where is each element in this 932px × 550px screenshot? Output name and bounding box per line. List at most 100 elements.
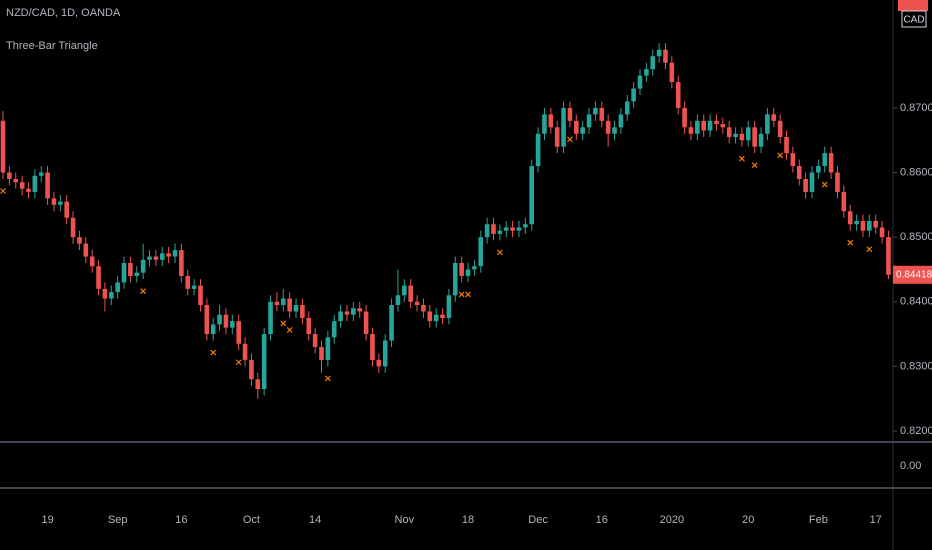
candle-body — [331, 321, 337, 338]
candle-body — [26, 188, 31, 192]
candle-body — [574, 120, 579, 134]
candle-body — [599, 107, 605, 121]
candle-body — [612, 127, 617, 134]
candle-body — [503, 227, 509, 231]
candle-body — [816, 166, 821, 173]
candle-body — [83, 243, 89, 257]
candle-body — [624, 101, 630, 115]
candle-body — [280, 298, 286, 306]
top-price-box — [898, 0, 928, 11]
candle-body — [886, 237, 891, 275]
candle-body — [414, 301, 420, 306]
candle-body — [236, 321, 241, 344]
candle-body — [172, 250, 178, 257]
candle-body — [675, 82, 681, 108]
candle-body — [714, 120, 719, 125]
candle-body — [363, 311, 369, 335]
candle-body — [548, 114, 554, 128]
candle-body — [198, 285, 203, 306]
candle-body — [159, 253, 165, 260]
signal-marker — [496, 249, 503, 256]
candle-body — [452, 263, 458, 296]
candle-body — [841, 191, 847, 212]
candle-body — [32, 175, 38, 192]
candle-body — [108, 292, 114, 299]
signal-marker — [140, 288, 147, 295]
candle-body — [421, 305, 426, 312]
candle-body — [338, 311, 343, 322]
candle-body — [535, 133, 541, 167]
candle-body — [70, 217, 76, 238]
x-tick-label: Sep — [108, 514, 128, 526]
candle-body — [491, 224, 496, 234]
candle-body — [433, 314, 439, 322]
candle-body — [644, 69, 649, 76]
candle-body — [758, 133, 764, 147]
candle-body — [828, 153, 834, 173]
candle-body — [771, 114, 777, 121]
currency-label: CAD — [903, 15, 924, 26]
candle-body — [835, 172, 840, 192]
x-tick-label: Feb — [809, 514, 828, 526]
candle-body — [523, 224, 528, 228]
candle-body — [242, 343, 248, 360]
candle-body — [554, 127, 560, 147]
candle-body — [745, 127, 751, 141]
candle-body — [287, 298, 292, 312]
candle-body — [822, 153, 828, 167]
candle-body — [268, 301, 273, 335]
signal-marker — [567, 136, 573, 143]
chart-title: NZD/CAD, 1D, OANDA — [6, 7, 121, 19]
candle-body — [77, 237, 82, 244]
candle-body — [427, 311, 433, 322]
candle-body — [293, 305, 299, 312]
candle-body — [261, 334, 267, 390]
candle-body — [682, 107, 687, 128]
signal-marker — [751, 162, 758, 169]
candle-body — [140, 259, 146, 273]
candle-body — [459, 263, 464, 276]
candle-body — [637, 75, 643, 89]
candle-body — [204, 305, 210, 335]
signal-marker — [0, 188, 6, 194]
candle-body — [249, 359, 254, 380]
x-tick-label: Dec — [528, 514, 548, 526]
x-tick-label: 16 — [596, 514, 608, 526]
last-price-box — [893, 265, 932, 284]
candle-body — [510, 227, 515, 231]
candle-body — [765, 114, 770, 134]
candle-body — [357, 308, 363, 312]
x-tick-label: Oct — [243, 514, 260, 526]
candle-body — [179, 250, 184, 276]
candle-body — [230, 321, 235, 328]
signal-marker — [324, 375, 331, 382]
candle-body — [370, 334, 375, 360]
candle-body — [344, 311, 350, 315]
signal-marker — [235, 359, 242, 366]
candle-body — [478, 237, 484, 267]
candle-body — [51, 198, 57, 205]
signal-marker — [210, 349, 217, 356]
x-tick-label: 2020 — [660, 514, 684, 526]
signal-marker — [738, 155, 745, 162]
signal-marker — [847, 239, 854, 246]
x-tick-label: 19 — [41, 514, 53, 526]
x-tick-label: 18 — [462, 514, 474, 526]
candle-body — [854, 221, 859, 225]
candle-body — [64, 201, 69, 218]
candle-body — [593, 107, 598, 115]
candle-body — [408, 285, 413, 302]
candle-body — [389, 305, 394, 341]
candle-body — [96, 266, 101, 289]
candle-body — [567, 107, 573, 121]
candle-body — [153, 256, 159, 260]
candle-body — [561, 107, 566, 147]
signal-marker — [821, 181, 828, 188]
candle-body — [879, 227, 885, 238]
candle-body — [376, 359, 382, 367]
